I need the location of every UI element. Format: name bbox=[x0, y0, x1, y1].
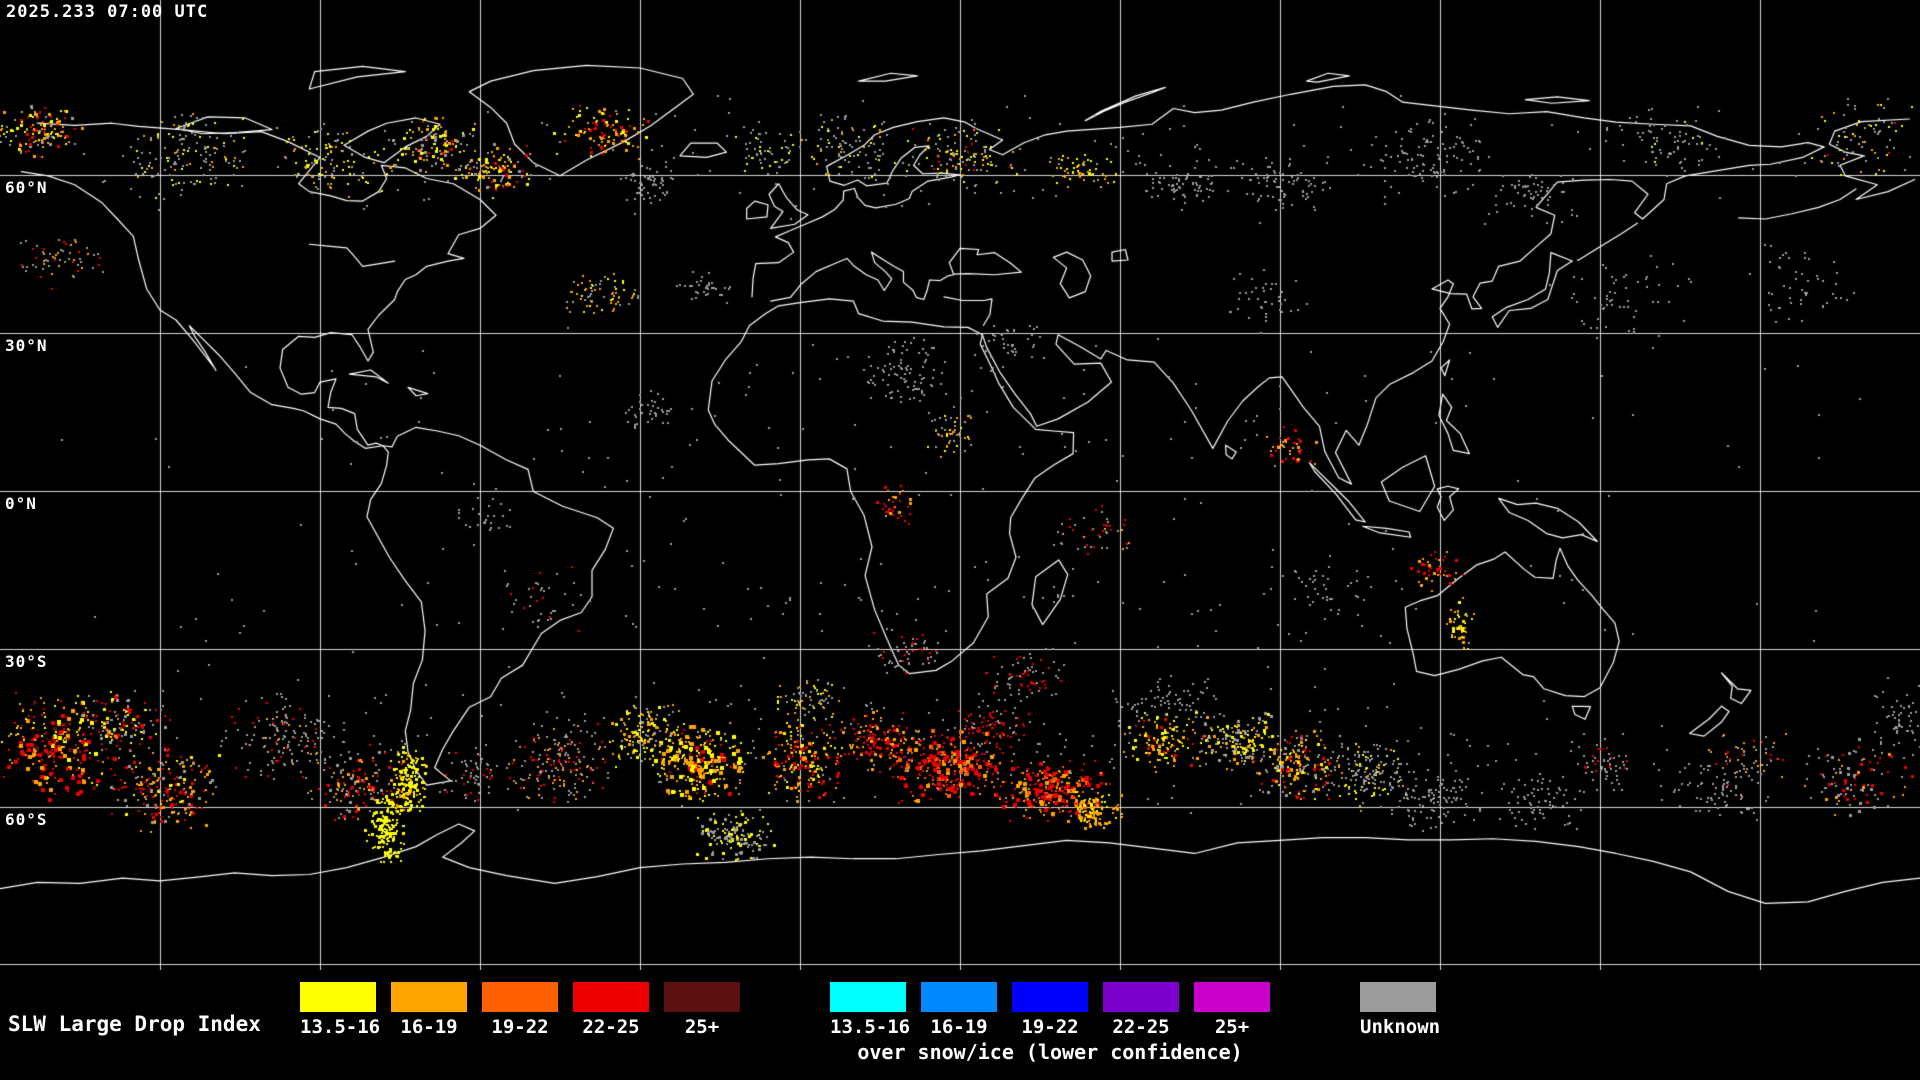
legend-item: Unknown bbox=[1360, 982, 1441, 1038]
legend-swatch-label: 22-25 bbox=[582, 1016, 640, 1038]
legend-item: 25+ bbox=[1194, 982, 1270, 1038]
legend-swatch-label: 16-19 bbox=[930, 1016, 988, 1038]
legend-item: 19-22 bbox=[482, 982, 558, 1038]
legend-swatch-19-22 bbox=[482, 982, 558, 1012]
legend-swatch-13.5-16 bbox=[830, 982, 906, 1012]
legend-item: 25+ bbox=[664, 982, 740, 1038]
legend-group-standard: 13.5-16 16-19 19-22 22-25 25+ bbox=[300, 982, 740, 1038]
legend-swatch-label: Unknown bbox=[1360, 1016, 1441, 1038]
legend-swatch-label: 25+ bbox=[684, 1016, 720, 1038]
legend-swatch-label: 22-25 bbox=[1112, 1016, 1170, 1038]
world-map-canvas bbox=[0, 0, 1920, 970]
legend-group-unknown: Unknown bbox=[1360, 982, 1441, 1038]
legend-item: 16-19 bbox=[391, 982, 467, 1038]
legend-swatch-label: 13.5-16 bbox=[830, 1016, 911, 1038]
latitude-label: 30°N bbox=[5, 336, 48, 355]
legend-item: 16-19 bbox=[921, 982, 997, 1038]
legend-swatch-13.5-16 bbox=[300, 982, 376, 1012]
legend-swatch-22-25 bbox=[1103, 982, 1179, 1012]
legend-swatch-label: 19-22 bbox=[1021, 1016, 1079, 1038]
legend-swatch-label: 19-22 bbox=[491, 1016, 549, 1038]
legend-item: 22-25 bbox=[573, 982, 649, 1038]
legend-swatch-label: 25+ bbox=[1214, 1016, 1250, 1038]
legend-swatch-19-22 bbox=[1012, 982, 1088, 1012]
legend-swatch-25+ bbox=[664, 982, 740, 1012]
legend-item: 13.5-16 bbox=[300, 982, 381, 1038]
latitude-label: 60°S bbox=[5, 810, 48, 829]
map-area: 2025.233 07:00 UTC 60°N 30°N 0°N 30°S 60°S bbox=[0, 0, 1920, 970]
legend-swatch-16-19 bbox=[921, 982, 997, 1012]
latitude-label: 60°N bbox=[5, 178, 48, 197]
legend-title: SLW Large Drop Index bbox=[8, 1012, 261, 1036]
legend-swatch-22-25 bbox=[573, 982, 649, 1012]
legend-standard-swatches: 13.5-16 16-19 19-22 22-25 25+ bbox=[300, 982, 740, 1038]
legend-swatch-label: 13.5-16 bbox=[300, 1016, 381, 1038]
latitude-label: 0°N bbox=[5, 494, 37, 513]
legend-swatch-16-19 bbox=[391, 982, 467, 1012]
legend-item: 19-22 bbox=[1012, 982, 1088, 1038]
legend-bar: SLW Large Drop Index 13.5-16 16-19 19-22 22… bbox=[0, 970, 1920, 1080]
legend-group-snow-ice: 13.5-16 16-19 19-22 22-25 25+ over snow/ice … bbox=[830, 982, 1270, 1064]
timestamp: 2025.233 07:00 UTC bbox=[6, 2, 209, 22]
latitude-label: 30°S bbox=[5, 652, 48, 671]
legend-swatch-Unknown bbox=[1360, 982, 1436, 1012]
legend-swatch-25+ bbox=[1194, 982, 1270, 1012]
legend-item: 22-25 bbox=[1103, 982, 1179, 1038]
legend-snow-ice-swatches: 13.5-16 16-19 19-22 22-25 25+ bbox=[830, 982, 1270, 1038]
legend-snow-ice-caption: over snow/ice (lower confidence) bbox=[857, 1040, 1243, 1064]
legend-item: 13.5-16 bbox=[830, 982, 911, 1038]
legend-swatch-label: 16-19 bbox=[400, 1016, 458, 1038]
legend-unknown-swatch-row: Unknown bbox=[1360, 982, 1441, 1038]
